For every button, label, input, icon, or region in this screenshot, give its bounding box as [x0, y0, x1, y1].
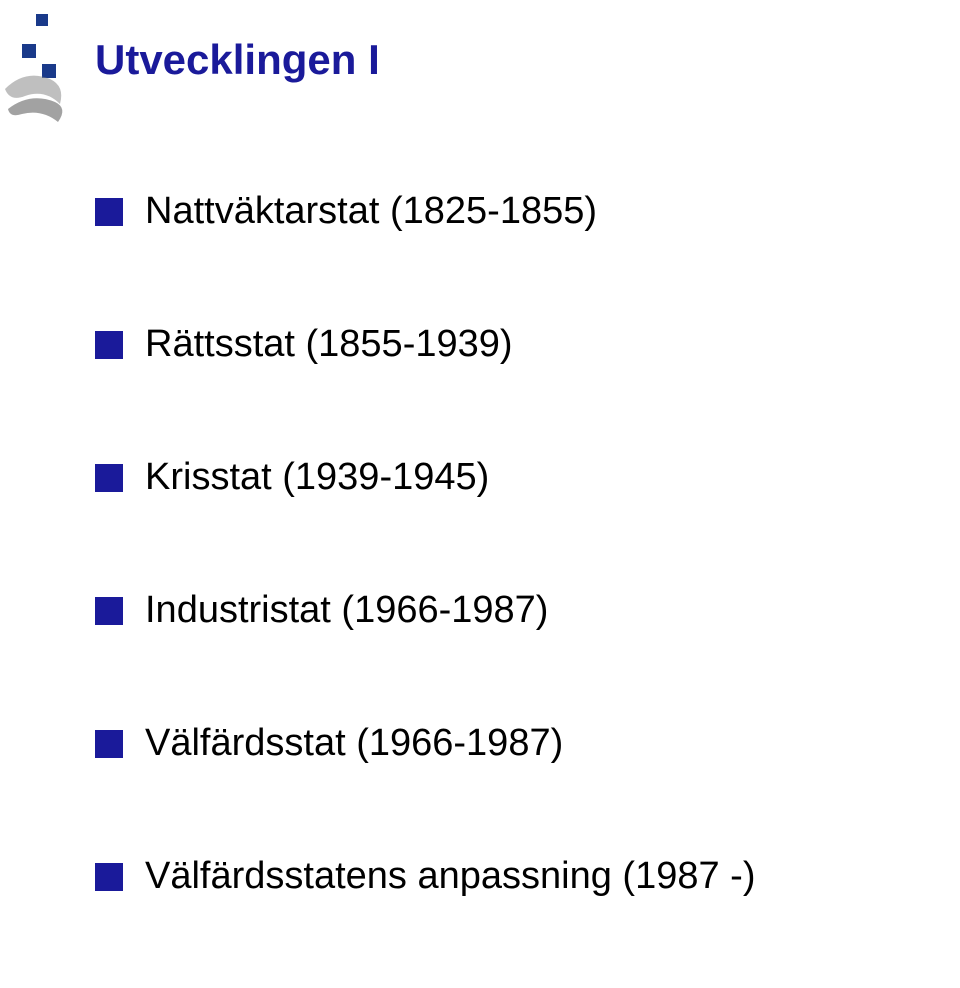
- square-bullet-icon: [95, 597, 123, 625]
- list-item-text: Industristat (1966-1987): [145, 589, 548, 632]
- square-bullet-icon: [95, 331, 123, 359]
- list-item-text: Nattväktarstat (1825-1855): [145, 190, 597, 233]
- list-item-text: Välfärdsstat (1966-1987): [145, 722, 563, 765]
- list-item: Nattväktarstat (1825-1855): [95, 190, 755, 233]
- list-item: Välfärdsstatens anpassning (1987 -): [95, 855, 755, 898]
- square-bullet-icon: [95, 464, 123, 492]
- flame-logo-icon: [0, 14, 70, 134]
- slide: Utvecklingen I Nattväktarstat (1825-1855…: [0, 0, 960, 933]
- list-item: Välfärdsstat (1966-1987): [95, 722, 755, 765]
- bullet-list: Nattväktarstat (1825-1855) Rättsstat (18…: [95, 190, 755, 988]
- list-item-text: Krisstat (1939-1945): [145, 456, 489, 499]
- list-item-text: Välfärdsstatens anpassning (1987 -): [145, 855, 755, 898]
- square-bullet-icon: [95, 198, 123, 226]
- list-item: Krisstat (1939-1945): [95, 456, 755, 499]
- list-item-text: Rättsstat (1855-1939): [145, 323, 513, 366]
- slide-title: Utvecklingen I: [95, 36, 380, 84]
- square-bullet-icon: [95, 730, 123, 758]
- list-item: Rättsstat (1855-1939): [95, 323, 755, 366]
- square-bullet-icon: [95, 863, 123, 891]
- list-item: Industristat (1966-1987): [95, 589, 755, 632]
